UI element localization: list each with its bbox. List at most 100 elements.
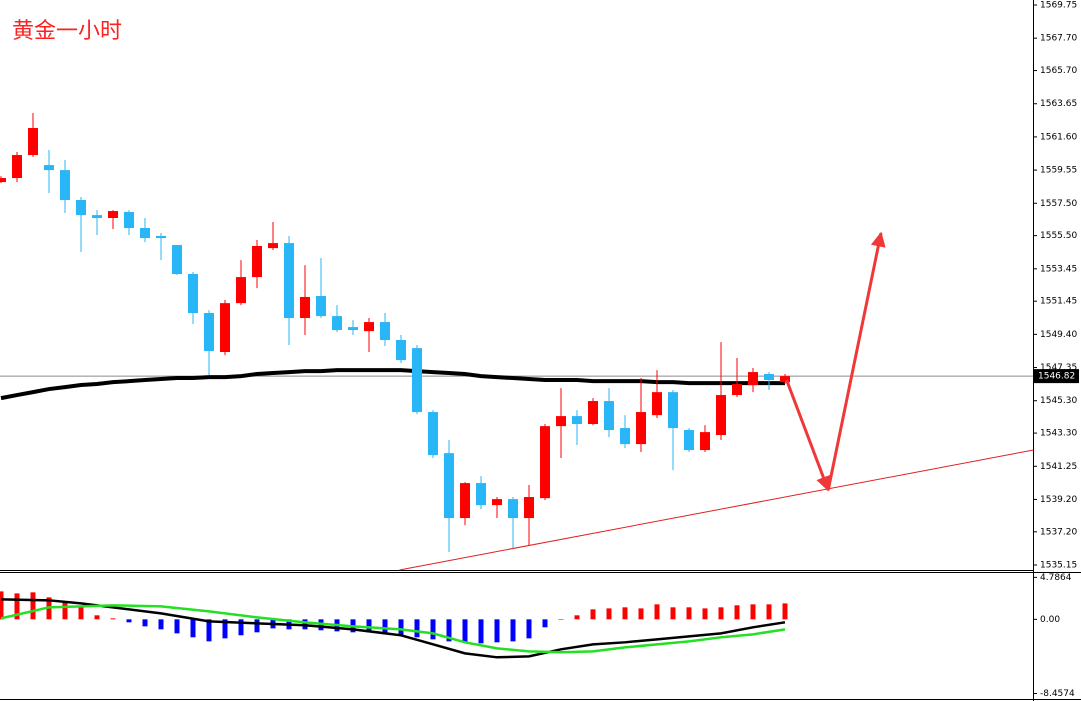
candle-body (220, 303, 230, 353)
candle-body (460, 483, 470, 519)
candle-body (44, 165, 54, 171)
trendline (399, 449, 1034, 571)
y-tick-label: 1559.55 (1040, 166, 1077, 176)
candle-body (396, 340, 406, 361)
histogram-bar (62, 601, 68, 620)
price-label: 1546.82 (1038, 372, 1075, 382)
histogram-bar (526, 619, 532, 639)
histogram-bar (142, 619, 148, 627)
y-tick-label: 1561.60 (1040, 132, 1077, 142)
candle-body (124, 212, 134, 229)
histogram-bar (414, 619, 420, 638)
candle-body (636, 412, 646, 445)
candle-body (716, 395, 726, 436)
histogram-bar (574, 615, 580, 620)
candle-body (172, 245, 182, 274)
candle-body (380, 322, 390, 341)
histogram-bar (78, 607, 84, 620)
y-tick-label: 1555.50 (1040, 231, 1077, 241)
histogram-bar (782, 603, 788, 620)
chart-title: 黄金一小时 (12, 19, 122, 44)
histogram-bar (126, 619, 132, 623)
histogram-bar (254, 619, 260, 633)
histogram-bar (14, 593, 20, 620)
candle-body (476, 483, 486, 506)
histogram-bar (158, 619, 164, 630)
histogram-bar (430, 619, 436, 640)
candle-body (268, 243, 278, 249)
candle-body (252, 245, 262, 278)
y-tick-label: 1547.35 (1040, 363, 1077, 373)
candle-body (188, 273, 198, 313)
candle-body (284, 243, 294, 319)
histogram-bar (638, 608, 644, 620)
candle-body (300, 296, 310, 319)
y-tick-label: 0.00 (1040, 615, 1060, 625)
histogram-bar (0, 591, 4, 620)
projection-arrow (785, 379, 831, 492)
candle-body (604, 401, 614, 431)
candle-body (76, 200, 86, 216)
y-tick-label: 1541.25 (1040, 462, 1077, 472)
y-tick-label: 1569.75 (1040, 1, 1077, 11)
candle-body (732, 384, 742, 396)
candle-body (12, 155, 22, 179)
candle-body (780, 376, 790, 383)
histogram-bar (110, 618, 116, 620)
histogram-bar (366, 619, 372, 633)
candle-body (156, 235, 166, 239)
candle-body (556, 416, 566, 427)
histogram-bar (622, 607, 628, 620)
candle-body (524, 497, 534, 519)
y-tick-label: 1537.20 (1040, 527, 1077, 537)
histogram-bar (174, 619, 180, 634)
histogram-bar (606, 608, 612, 620)
y-tick-label: -8.4574 (1040, 689, 1075, 699)
histogram-bar (718, 607, 724, 620)
histogram-bar (766, 604, 772, 620)
histogram-bar (190, 619, 196, 638)
candle-body (60, 170, 70, 201)
histogram-bar (494, 619, 500, 643)
candle-body (540, 426, 550, 499)
histogram-bar (238, 619, 244, 636)
candle-body (668, 392, 678, 429)
histogram-bar (670, 607, 676, 620)
histogram-bar (542, 619, 548, 628)
histogram-bar (446, 619, 452, 642)
candle-body (764, 374, 774, 380)
candle-body (748, 372, 758, 386)
histogram-bar (206, 619, 212, 642)
candle-body (588, 401, 598, 425)
y-tick-label: 1549.40 (1040, 330, 1077, 340)
candle-body (508, 499, 518, 519)
y-tick-label: 1551.45 (1040, 297, 1077, 307)
histogram-bar (382, 619, 388, 635)
y-tick-label: 4.7864 (1040, 573, 1072, 583)
y-tick-label: 1557.50 (1040, 199, 1077, 209)
candle-body (204, 312, 214, 352)
candle-body (444, 453, 454, 519)
candle-body (700, 432, 710, 451)
candle-body (684, 430, 694, 451)
macd-line (0, 604, 786, 654)
histogram-bar (654, 604, 660, 620)
histogram-bar (222, 619, 228, 639)
y-tick-label: 1563.65 (1040, 99, 1077, 109)
histogram-bar (30, 592, 36, 620)
candle-body (428, 412, 438, 456)
histogram-bar (510, 619, 516, 642)
histogram-bar (462, 619, 468, 643)
candle-body (236, 277, 246, 304)
candle-body (348, 327, 358, 330)
histogram-bar (94, 615, 100, 620)
y-tick-label: 1543.30 (1040, 429, 1077, 439)
candle-body (652, 392, 662, 416)
y-tick-label: 1567.70 (1040, 34, 1077, 44)
y-tick-label: 1565.70 (1040, 66, 1077, 76)
moving-average (0, 368, 785, 401)
candle-body (412, 348, 422, 413)
candle-body (620, 428, 630, 445)
candle-body (0, 178, 6, 183)
